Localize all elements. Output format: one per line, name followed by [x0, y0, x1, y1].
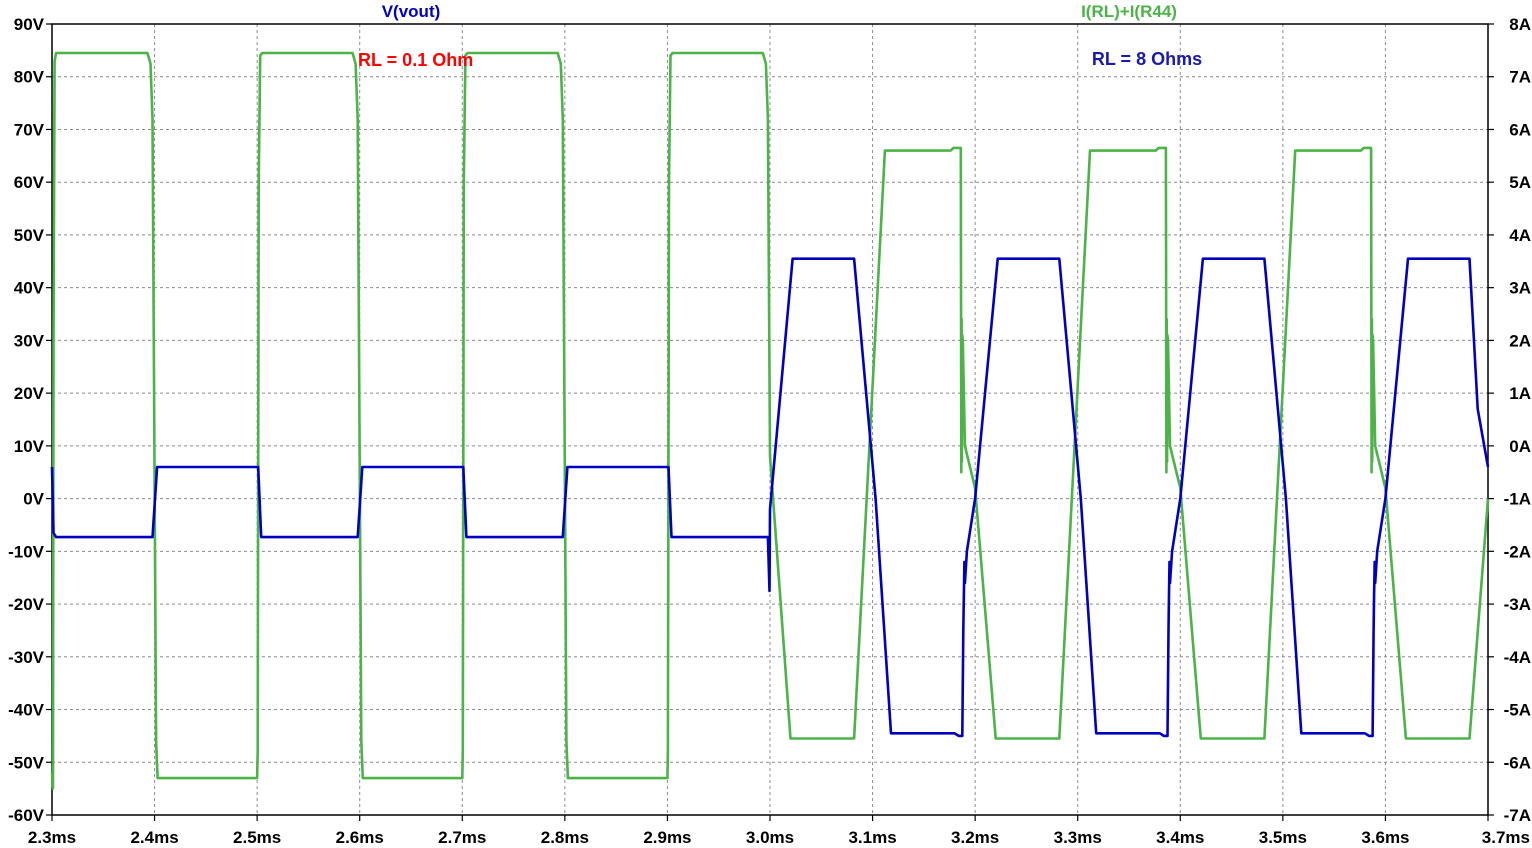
x-tick-label: 2.4ms: [130, 828, 178, 847]
y-left-tick-label: 70V: [14, 120, 45, 139]
trace-label-current[interactable]: I(RL)+I(R44): [1081, 2, 1177, 21]
x-tick-label: 3.7ms: [1482, 828, 1530, 847]
y-left-tick-label: 60V: [14, 173, 45, 192]
y-left-tick-label: 80V: [14, 68, 45, 87]
y-right-tick-label: 0A: [1509, 437, 1531, 456]
y-right-tick-label: 4A: [1509, 226, 1531, 245]
x-tick-label: 3.6ms: [1361, 828, 1409, 847]
y-left-tick-label: 20V: [14, 384, 45, 403]
x-tick-label: 2.9ms: [643, 828, 691, 847]
x-tick-label: 3.3ms: [1054, 828, 1102, 847]
y-right-tick-label: -7A: [1504, 806, 1531, 825]
y-left-tick-label: -60V: [8, 806, 45, 825]
y-left-tick-label: -30V: [8, 648, 45, 667]
y-left-tick-label: 30V: [14, 331, 45, 350]
x-tick-label: 3.5ms: [1259, 828, 1307, 847]
annotation-rl-high: RL = 8 Ohms: [1092, 49, 1202, 69]
y-left-tick-label: -20V: [8, 595, 45, 614]
y-right-tick-label: -5A: [1504, 701, 1531, 720]
y-right-tick-label: 1A: [1509, 384, 1531, 403]
x-tick-label: 2.7ms: [438, 828, 486, 847]
y-right-tick-label: -1A: [1504, 490, 1531, 509]
y-right-tick-label: -4A: [1504, 648, 1531, 667]
y-left-tick-label: -40V: [8, 701, 45, 720]
x-tick-label: 3.4ms: [1156, 828, 1204, 847]
trace-label-vout[interactable]: V(vout): [382, 2, 441, 21]
y-left-tick-label: -10V: [8, 542, 45, 561]
y-right-tick-label: -6A: [1504, 753, 1531, 772]
x-tick-label: 2.3ms: [28, 828, 76, 847]
x-tick-label: 2.8ms: [541, 828, 589, 847]
x-tick-label: 2.5ms: [233, 828, 281, 847]
y-right-tick-label: 7A: [1509, 68, 1531, 87]
y-axis-left: 90V 80V 70V 60V 50V 40V 30V 20V 10V 0V -10V -20V -30…: [8, 15, 52, 825]
y-right-tick-label: 2A: [1509, 331, 1531, 350]
y-left-tick-label: 50V: [14, 226, 45, 245]
x-axis: 2.3ms 2.4ms 2.5ms 2.6ms 2.7ms 2.8ms 2.9ms 3.0ms…: [28, 815, 1530, 847]
annotation-rl-low: RL = 0.1 Ohm: [358, 50, 473, 70]
y-left-tick-label: 40V: [14, 279, 45, 298]
y-right-tick-label: 6A: [1509, 120, 1531, 139]
x-tick-label: 3.0ms: [746, 828, 794, 847]
y-right-tick-label: -3A: [1504, 595, 1531, 614]
y-left-tick-label: 90V: [14, 15, 45, 34]
y-right-tick-label: 8A: [1509, 15, 1531, 34]
y-right-tick-label: 3A: [1509, 279, 1531, 298]
y-right-tick-label: -2A: [1504, 542, 1531, 561]
y-axis-right: 8A 7A 6A 5A 4A 3A 2A 1A 0A -1A -2A -3A -4A -5A -6A -7A: [1488, 15, 1531, 825]
labels: V(vout) I(RL)+I(R44) RL = 0.1 Ohm RL = 8…: [358, 2, 1202, 70]
y-left-tick-label: -50V: [8, 753, 45, 772]
x-tick-label: 2.6ms: [336, 828, 384, 847]
y-left-tick-label: 10V: [14, 437, 45, 456]
y-right-tick-label: 5A: [1509, 173, 1531, 192]
y-left-tick-label: 0V: [23, 490, 44, 509]
x-tick-label: 3.1ms: [848, 828, 896, 847]
x-tick-label: 3.2ms: [951, 828, 999, 847]
